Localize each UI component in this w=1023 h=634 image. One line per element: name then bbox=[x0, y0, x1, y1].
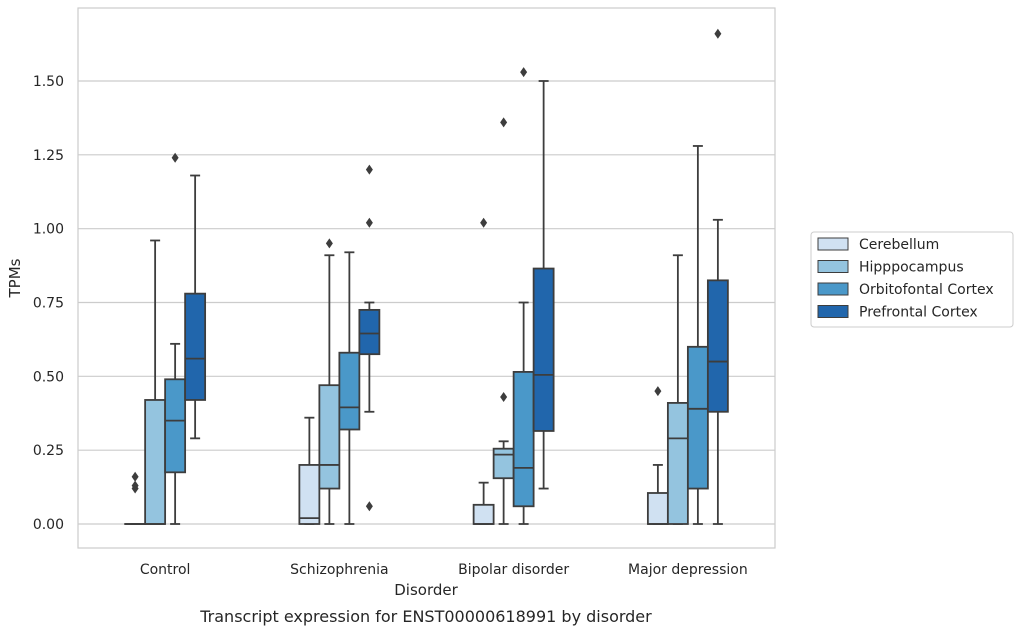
box-1-0 bbox=[298, 416, 321, 525]
box-3-0 bbox=[646, 386, 669, 525]
box-0-0 bbox=[124, 471, 147, 525]
boxes bbox=[124, 28, 729, 525]
y-tick-label: 0.25 bbox=[33, 443, 64, 459]
x-tick-label: Major depression bbox=[628, 562, 748, 578]
outlier-point bbox=[500, 117, 508, 128]
legend-frame bbox=[810, 231, 1014, 328]
box-2-2 bbox=[512, 67, 535, 525]
box-body bbox=[184, 292, 207, 401]
box-1-1 bbox=[318, 238, 341, 525]
y-axis-label: TPMs bbox=[6, 258, 24, 298]
box-body bbox=[512, 371, 535, 508]
plot-area-frame bbox=[77, 7, 776, 549]
box-1-2 bbox=[338, 251, 361, 525]
y-tick-label: 0.75 bbox=[33, 296, 64, 312]
legend-swatch bbox=[817, 282, 849, 296]
x-tick-label: Control bbox=[140, 562, 191, 578]
outlier-point bbox=[131, 471, 139, 482]
box-body bbox=[164, 378, 187, 474]
outlier-point bbox=[520, 67, 528, 78]
box-2-1 bbox=[492, 117, 515, 525]
outlier-point bbox=[365, 217, 373, 228]
outlier-point bbox=[714, 28, 722, 39]
y-tick-label: 1.25 bbox=[33, 148, 64, 164]
x-tick-label: Bipolar disorder bbox=[458, 562, 569, 578]
outlier-point bbox=[131, 480, 139, 491]
box-body bbox=[686, 345, 709, 490]
legend-swatch bbox=[817, 237, 849, 251]
box-2-3 bbox=[532, 80, 555, 490]
box-1-3 bbox=[358, 164, 381, 512]
legend: Cerebellum Hipppocampus Orbitofontal Corte… bbox=[810, 231, 1014, 328]
legend-swatch bbox=[817, 305, 849, 318]
box-body bbox=[666, 402, 689, 525]
outlier-point bbox=[365, 501, 373, 512]
x-tick-label: Schizophrenia bbox=[290, 562, 388, 578]
box-body bbox=[472, 503, 495, 525]
box-3-1 bbox=[666, 254, 689, 525]
figure-caption: Transcript expression for ENST0000061899… bbox=[199, 607, 652, 626]
box-body bbox=[144, 399, 167, 525]
outlier-point bbox=[654, 386, 662, 397]
box-body bbox=[646, 492, 669, 525]
box-body bbox=[492, 447, 515, 480]
outlier-point bbox=[365, 164, 373, 175]
outlier-point bbox=[171, 152, 179, 163]
box-body bbox=[338, 351, 361, 431]
y-tick-label: 0.00 bbox=[33, 517, 64, 533]
outlier-point bbox=[480, 217, 488, 228]
y-tick-label: 1.50 bbox=[33, 74, 64, 90]
legend-label: Orbitofontal Cortex bbox=[859, 282, 994, 298]
box-body bbox=[298, 464, 321, 525]
box-0-2 bbox=[164, 152, 187, 525]
box-2-0 bbox=[472, 217, 495, 525]
legend-label: Hipppocampus bbox=[859, 260, 964, 276]
x-axis-label: Disorder bbox=[394, 581, 458, 599]
box-0-1 bbox=[144, 239, 167, 525]
outlier-point bbox=[325, 238, 333, 249]
box-0-3 bbox=[184, 174, 207, 440]
y-tick-label: 1.00 bbox=[33, 222, 64, 238]
box-body bbox=[318, 384, 341, 490]
x-axis-ticks: Control Schizophrenia Bipolar disorder Majo… bbox=[140, 562, 748, 578]
legend-label: Cerebellum bbox=[859, 237, 939, 253]
y-axis-ticks: 0.00 0.25 0.50 0.75 1.00 1.25 1.50 bbox=[33, 74, 64, 533]
box-body bbox=[358, 308, 381, 356]
legend-swatch bbox=[817, 260, 849, 273]
box-body bbox=[532, 267, 555, 432]
legend-label: Prefrontal Cortex bbox=[859, 305, 978, 321]
outlier-point bbox=[500, 392, 508, 403]
box-3-2 bbox=[686, 145, 709, 525]
box-3-3 bbox=[706, 28, 729, 525]
y-tick-label: 0.50 bbox=[33, 369, 64, 385]
box-body bbox=[706, 279, 729, 413]
